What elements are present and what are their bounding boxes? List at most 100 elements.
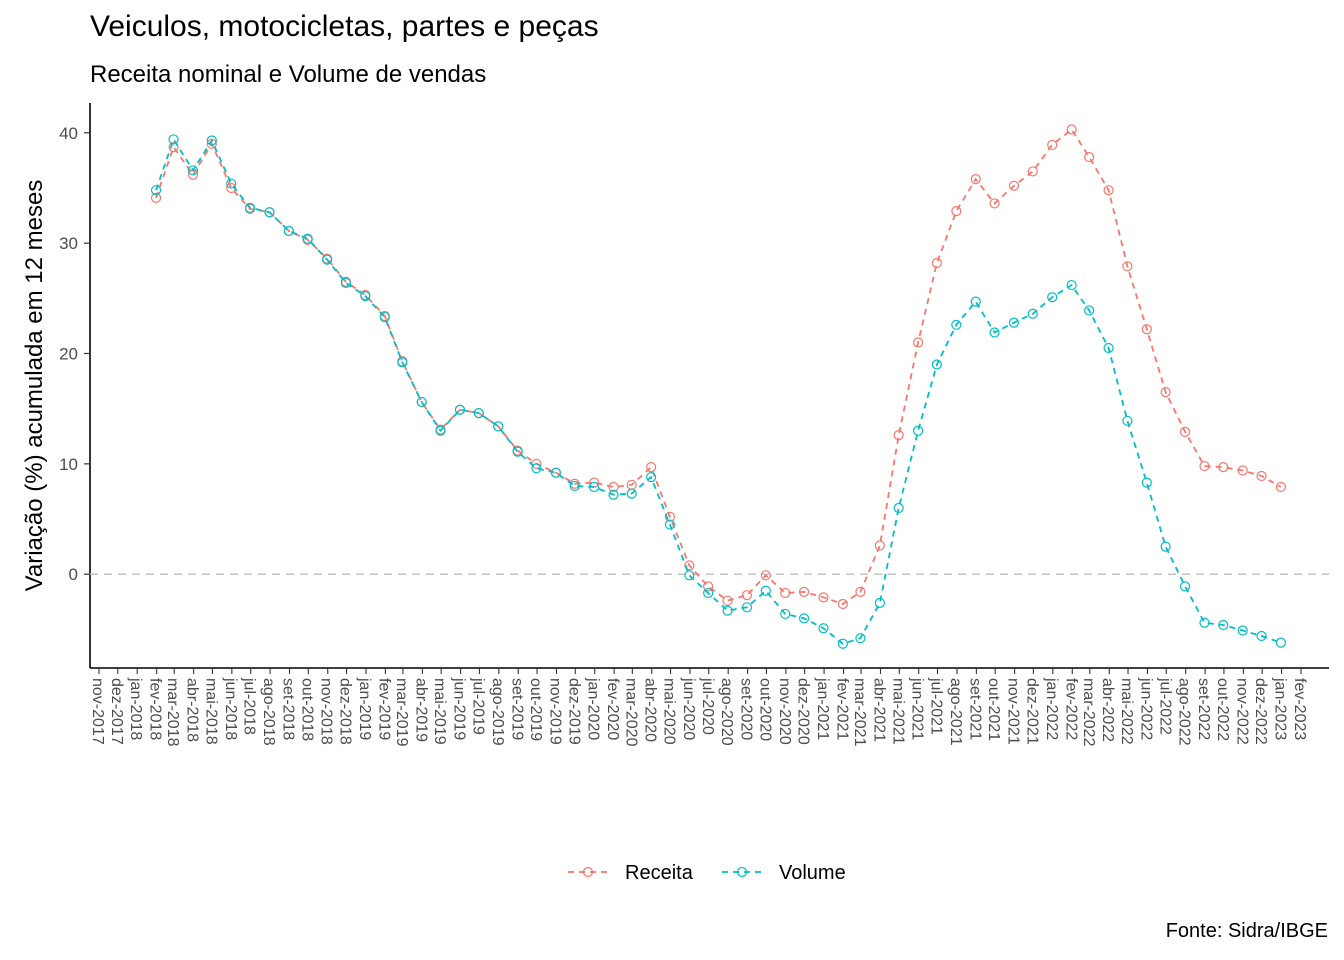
data-point-volume (531, 463, 542, 474)
x-tick-label: mar-2020 (622, 678, 639, 747)
data-point-volume (664, 519, 676, 530)
x-tick-label: jan-2020 (585, 677, 602, 740)
data-point-receita (818, 592, 829, 603)
data-point-receita (1141, 324, 1152, 335)
x-tick-label: mar-2018 (164, 678, 181, 747)
data-point-volume (798, 613, 810, 624)
data-point-receita (608, 481, 619, 493)
x-tick-label: set-2021 (966, 678, 983, 740)
data-point-receita (989, 198, 1000, 209)
x-tick-label: fev-2021 (834, 678, 851, 740)
data-point-volume (1237, 625, 1248, 636)
y-tick-label: 20 (59, 344, 78, 363)
data-point-volume (1199, 617, 1210, 628)
data-point-receita (741, 590, 753, 601)
x-tick-label: jul-2020 (699, 677, 716, 735)
x-tick-label: jul-2022 (1156, 677, 1173, 735)
x-tick-label: abr-2020 (642, 678, 659, 742)
x-tick-label: jul-2019 (469, 677, 486, 735)
y-tick-label: 0 (69, 565, 78, 584)
data-point-receita (1218, 462, 1229, 473)
x-tick-label: dez-2017 (108, 678, 125, 745)
data-point-volume (1027, 308, 1038, 319)
data-point-receita (874, 540, 885, 551)
data-point-volume (818, 623, 829, 634)
data-point-receita (1008, 180, 1020, 191)
chart-title: Veiculos, motocicletas, partes e peças (90, 10, 599, 43)
data-point-volume (951, 319, 962, 330)
data-point-volume (1008, 317, 1020, 328)
data-point-volume (397, 357, 408, 368)
data-point-volume (684, 570, 695, 581)
x-tick-label: ago-2022 (1176, 678, 1193, 746)
data-point-receita (168, 142, 179, 153)
x-tick-label: mai-2019 (431, 678, 448, 745)
y-tick-label: 30 (59, 234, 78, 253)
x-tick-label: jan-2021 (814, 677, 831, 740)
data-point-volume (435, 425, 446, 436)
data-point-volume (912, 425, 924, 436)
data-point-volume (931, 359, 942, 370)
data-point-volume (608, 489, 619, 500)
x-tick-label: mar-2022 (1080, 678, 1097, 747)
data-point-receita (703, 581, 714, 592)
x-tick-label: ago-2021 (947, 678, 964, 746)
x-tick-label: dez-2018 (337, 678, 354, 745)
data-point-volume (646, 471, 657, 483)
x-tick-label: jan-2019 (356, 677, 373, 740)
x-tick-label: mai-2022 (1118, 678, 1135, 745)
x-tick-label: jul-2021 (928, 677, 945, 735)
series-line-receita (155, 128, 1282, 605)
data-point-volume (150, 185, 162, 196)
data-point-volume (379, 311, 390, 323)
legend-item-receita: Receita (568, 862, 694, 884)
legend-label-receita: Receita (625, 862, 694, 884)
data-point-receita (722, 595, 733, 606)
x-tick-label: out-2022 (1214, 678, 1231, 741)
data-point-volume (493, 421, 504, 432)
data-point-receita (150, 192, 162, 204)
data-point-volume (780, 608, 791, 620)
x-tick-label: ago-2020 (718, 678, 735, 746)
data-point-volume (855, 633, 866, 644)
data-point-receita (780, 587, 791, 599)
data-point-receita (1256, 470, 1267, 482)
data-point-volume (168, 134, 179, 145)
y-tick-label: 10 (59, 455, 78, 474)
data-point-volume (722, 605, 733, 616)
x-tick-label: abr-2022 (1099, 678, 1116, 742)
data-point-volume (244, 202, 256, 213)
data-point-volume (1141, 477, 1152, 488)
data-point-volume (1047, 292, 1058, 303)
data-point-receita (1179, 426, 1191, 437)
x-tick-label: dez-2020 (795, 678, 812, 745)
x-tick-label: jun-2018 (222, 677, 239, 740)
data-point-volume (1084, 305, 1095, 316)
x-tick-label: fev-2022 (1062, 678, 1079, 740)
series-volume (150, 134, 1287, 649)
x-tick-label: nov-2020 (776, 678, 793, 745)
x-tick-label: ago-2019 (489, 678, 506, 746)
data-point-volume (416, 396, 427, 408)
x-tick-label: jul-2018 (241, 677, 258, 735)
x-tick-label: abr-2018 (184, 678, 201, 742)
data-point-receita (1237, 465, 1248, 476)
x-tick-label: mai-2021 (889, 678, 906, 745)
data-point-volume (989, 327, 1000, 338)
series-receita (150, 124, 1287, 610)
x-tick-label: dez-2019 (565, 678, 582, 745)
data-point-volume (512, 446, 523, 457)
data-point-volume (1103, 342, 1114, 354)
data-point-receita (798, 586, 810, 597)
x-tick-label: jun-2019 (451, 677, 468, 740)
data-point-volume (893, 502, 904, 514)
y-tick-label: 40 (59, 124, 78, 143)
x-tick-label: mai-2018 (202, 678, 219, 745)
data-point-volume (322, 254, 333, 265)
data-point-receita (951, 206, 962, 217)
data-point-receita (1122, 261, 1133, 272)
data-point-volume (1122, 415, 1133, 426)
x-tick-label: jun-2022 (1137, 677, 1154, 740)
data-point-volume (454, 404, 466, 415)
